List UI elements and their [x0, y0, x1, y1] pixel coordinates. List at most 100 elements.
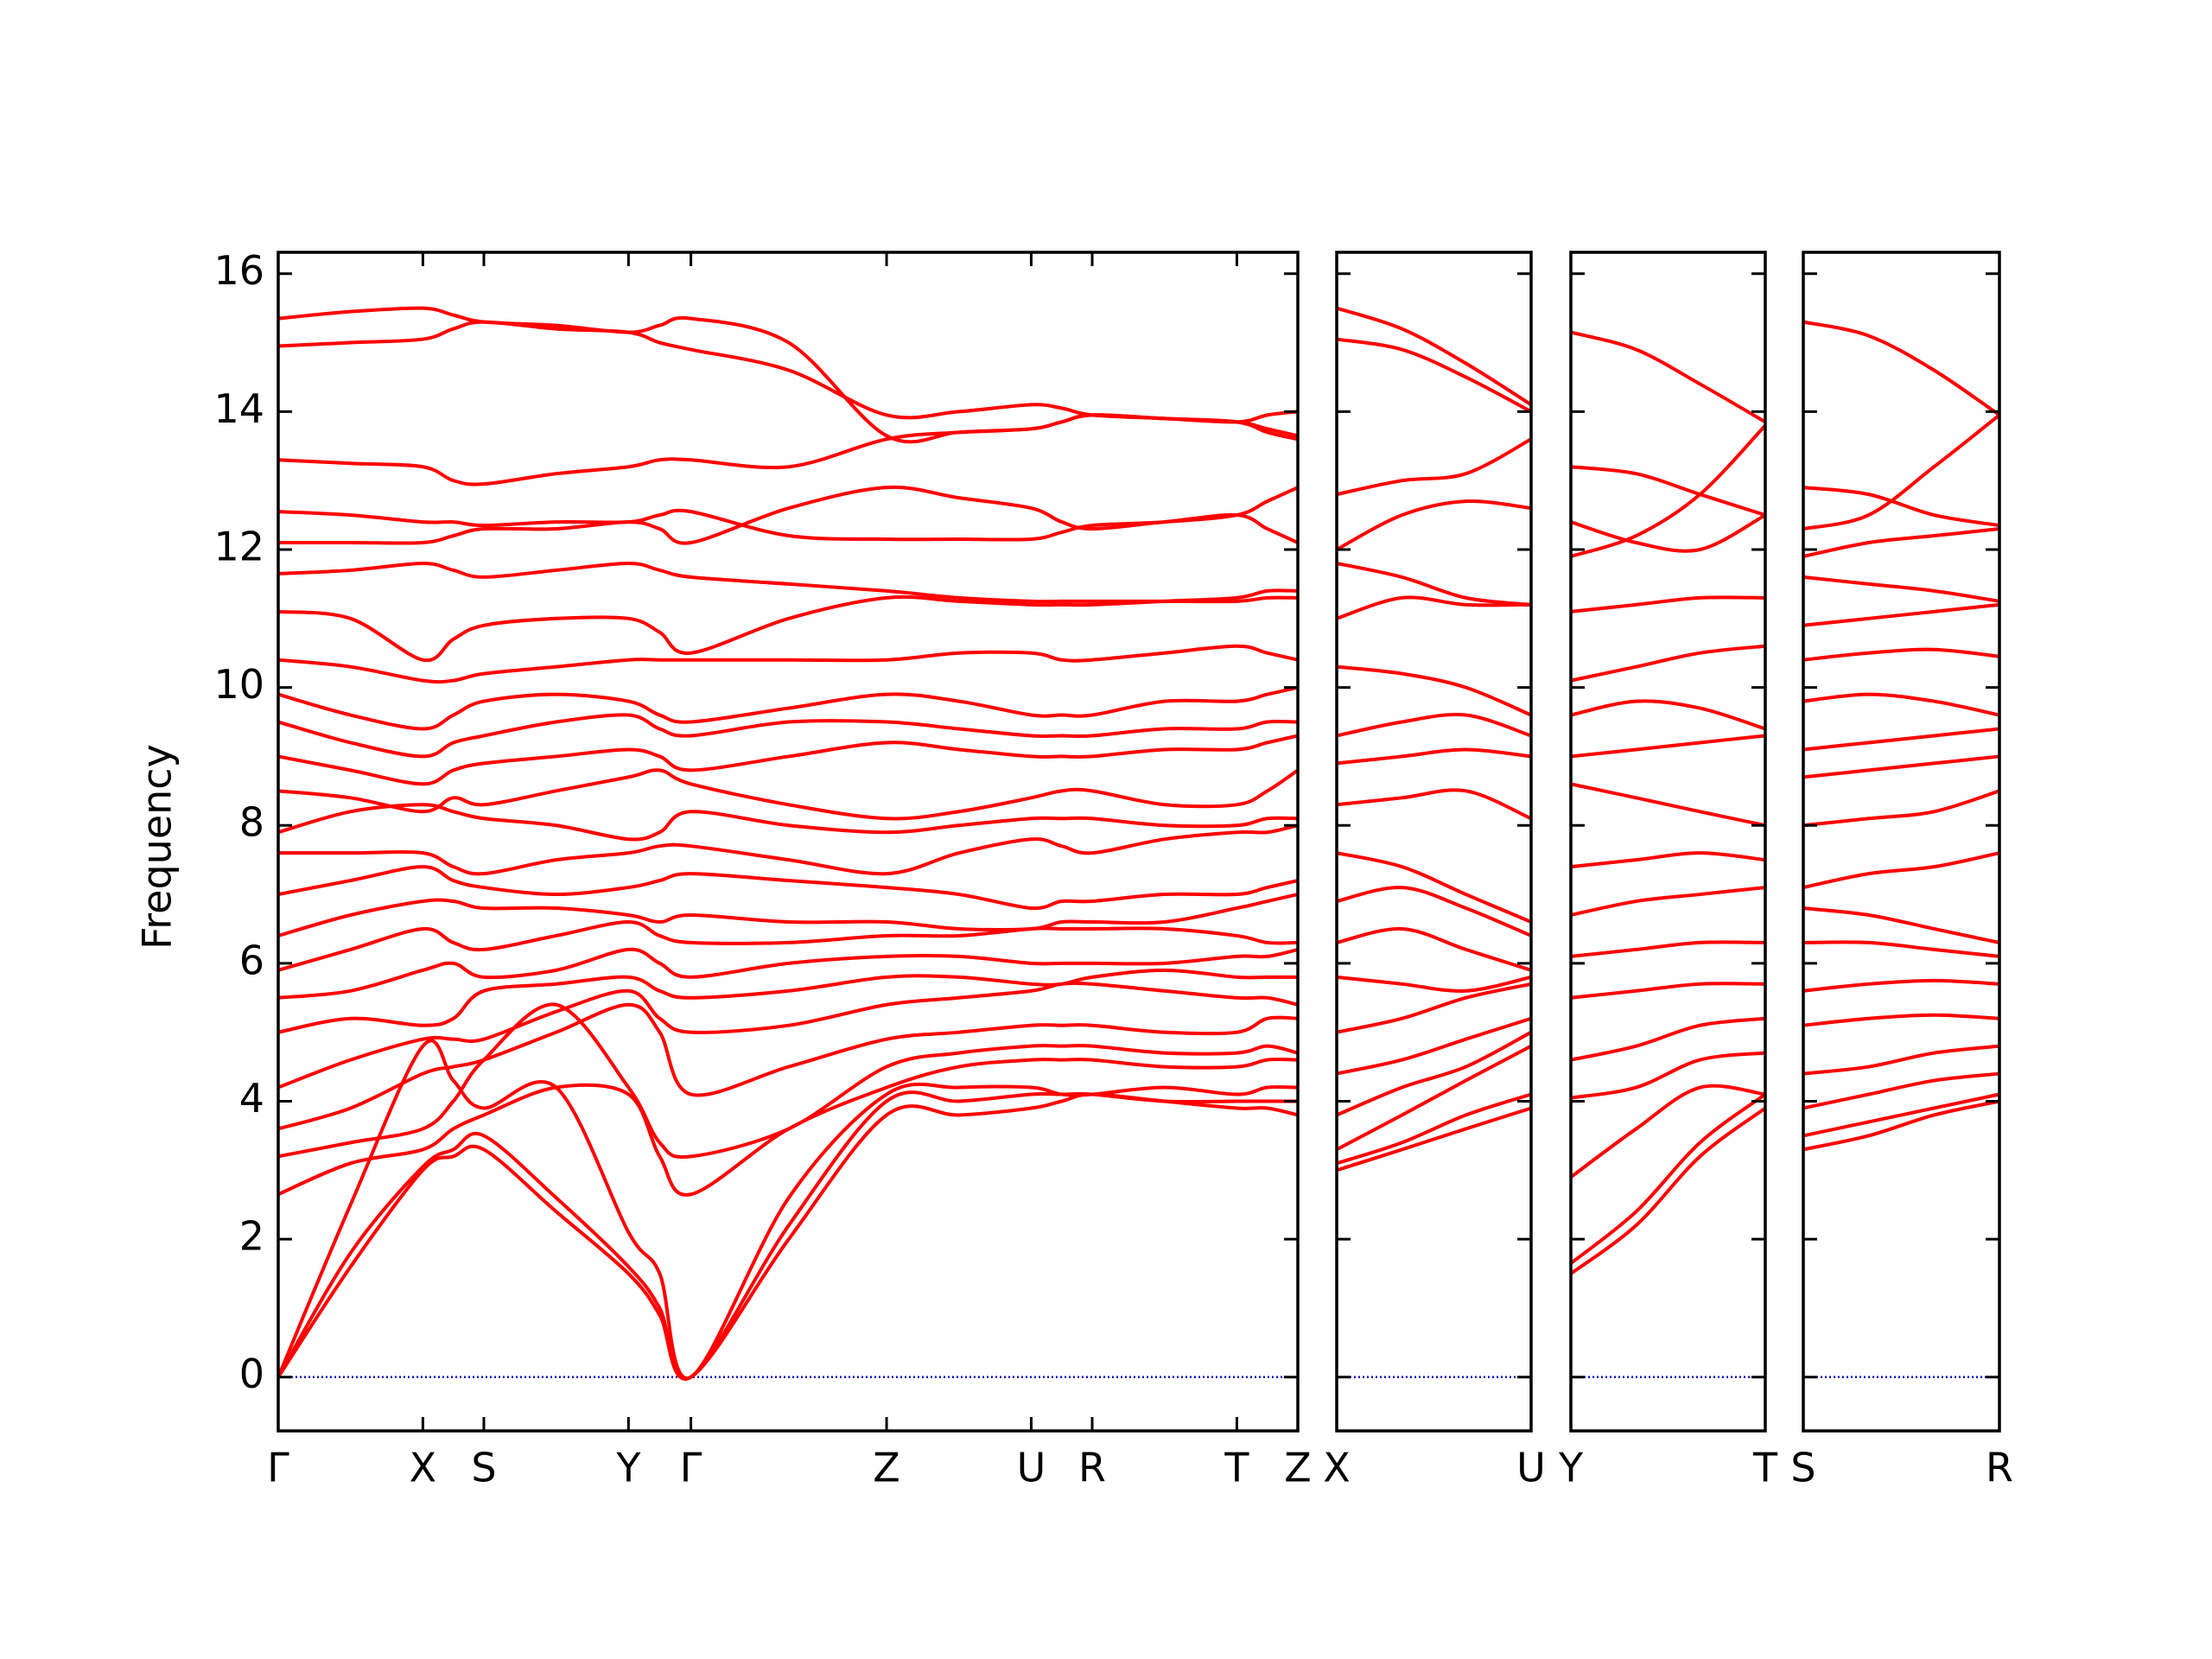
band-line: [1570, 595, 1766, 613]
y-tick-label: 0: [239, 1351, 264, 1397]
band-line: [277, 803, 1299, 842]
plot-frame: [1335, 251, 1533, 1433]
x-tick-label: Γ: [267, 1445, 289, 1491]
band-line: [1802, 754, 2000, 779]
x-tick-label: Γ: [680, 1445, 702, 1491]
x-tick-label: Z: [873, 1445, 900, 1491]
band-line: [1570, 465, 1766, 517]
band-line: [1570, 330, 1767, 424]
band-line: [1336, 1106, 1532, 1173]
band-line: [1336, 437, 1532, 497]
band-line: [1570, 1051, 1766, 1100]
x-tick-label: Z: [1284, 1445, 1312, 1491]
band-line: [277, 981, 1299, 1090]
band-line: [1570, 886, 1766, 917]
x-tick-label: X: [1323, 1445, 1351, 1491]
band-line: [1336, 788, 1532, 821]
y-tick-label: 4: [239, 1075, 264, 1122]
band-line: [1802, 320, 2001, 417]
band-line: [1336, 712, 1532, 738]
y-tick-label: 14: [213, 385, 264, 432]
band-line: [1802, 1071, 2000, 1110]
band-line: [276, 1039, 1299, 1381]
band-line: [277, 644, 1299, 684]
band-line: [1802, 789, 2000, 828]
plot-frame: [276, 251, 1300, 1433]
band-line: [277, 947, 1299, 1000]
band-line: [276, 1092, 1299, 1381]
band-line: [1336, 982, 1532, 1034]
band-line: [1336, 926, 1532, 972]
band-line: [1336, 561, 1532, 607]
band-line: [1336, 1016, 1532, 1076]
y-tick-label: 6: [239, 937, 264, 983]
band-line: [1802, 978, 2000, 993]
band-line: [1802, 940, 2000, 958]
band-line: [1802, 486, 2000, 528]
band-line: [1802, 413, 2001, 531]
band-line: [277, 320, 1299, 424]
band-line: [1336, 306, 1533, 407]
band-line: [1570, 851, 1766, 869]
band-line: [1336, 499, 1532, 551]
band-line: [1569, 1106, 1767, 1275]
band-line: [1802, 647, 2000, 662]
band-line: [1802, 1092, 2000, 1138]
band-line: [1570, 513, 1766, 553]
band-line: [1336, 1030, 1532, 1117]
band-line: [1802, 1099, 2000, 1152]
band-line: [1802, 527, 2000, 558]
band-line: [1336, 886, 1532, 938]
band-line: [277, 685, 1299, 731]
plot-frame: [1569, 251, 1767, 1433]
band-line: [1570, 1016, 1766, 1062]
x-tick-label: U: [1516, 1445, 1546, 1491]
y-tick-label: 16: [213, 247, 264, 294]
band-line: [277, 1002, 1299, 1159]
band-line: [277, 968, 1298, 1034]
band-line: [277, 823, 1299, 876]
band-line: [1336, 595, 1532, 620]
y-tick-label: 12: [213, 523, 264, 569]
band-line: [1570, 982, 1766, 1000]
band-line: [277, 1002, 1299, 1131]
band-line: [1802, 727, 2000, 752]
band-line: [1570, 940, 1766, 958]
x-tick-label: T: [1224, 1445, 1249, 1491]
band-line: [1569, 1084, 1766, 1179]
band-line: [1570, 734, 1766, 759]
band-line: [277, 561, 1299, 604]
band-line: [277, 768, 1300, 821]
band-line: [1802, 906, 2000, 944]
band-line: [1336, 1044, 1532, 1152]
band-line: [277, 713, 1299, 759]
band-line: [1336, 337, 1532, 414]
band-line: [277, 865, 1299, 911]
band-line: [1802, 575, 2000, 603]
x-tick-label: S: [1790, 1445, 1815, 1491]
band-line: [1569, 1092, 1767, 1265]
band-line: [1570, 423, 1767, 558]
x-tick-label: R: [1986, 1445, 2013, 1491]
band-line: [1802, 692, 2000, 717]
band-line: [1802, 602, 2000, 627]
band-line: [1802, 1044, 2000, 1076]
x-tick-label: Y: [615, 1445, 641, 1491]
band-line: [277, 306, 1299, 444]
band-line: [276, 1090, 1298, 1381]
band-line: [277, 919, 1299, 972]
y-tick-label: 8: [239, 799, 264, 846]
x-tick-label: Y: [1558, 1445, 1584, 1491]
band-line: [1336, 1092, 1532, 1166]
band-line: [1802, 1013, 2000, 1027]
band-line: [1802, 851, 2000, 890]
y-tick-label: 10: [213, 661, 264, 708]
band-line: [1570, 699, 1766, 731]
y-axis-label: Frequency: [134, 744, 181, 950]
band-line: [277, 413, 1299, 486]
x-tick-label: X: [410, 1445, 437, 1491]
band-line: [277, 486, 1299, 542]
band-line: [1570, 782, 1766, 828]
